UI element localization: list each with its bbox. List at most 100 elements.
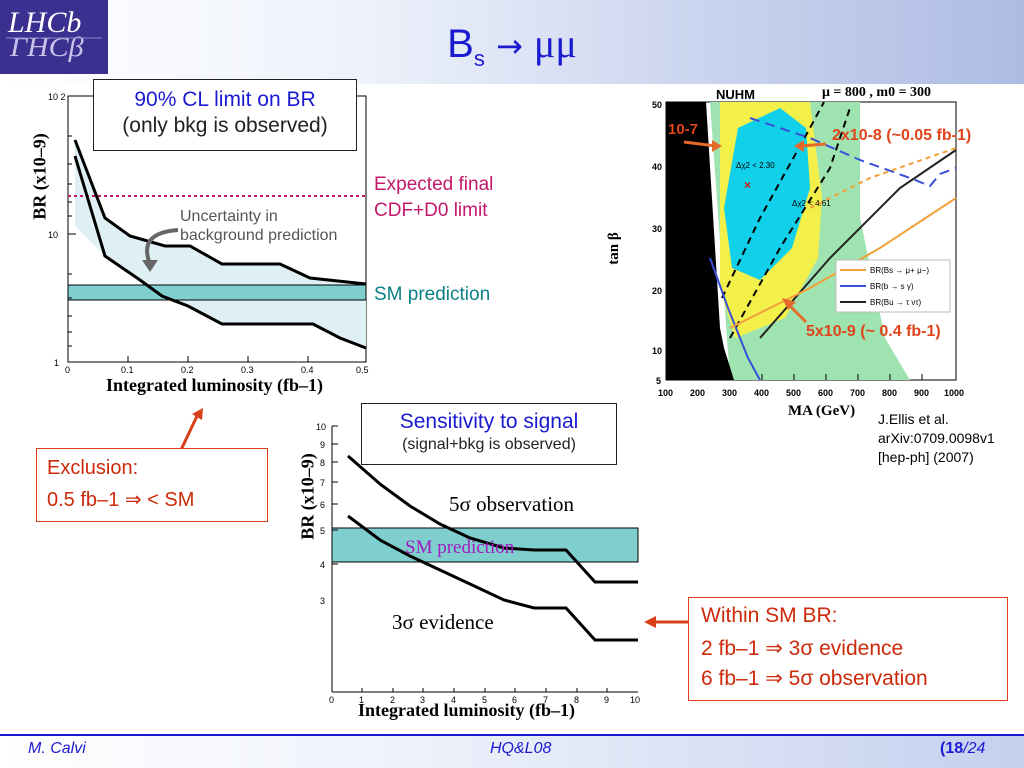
sm-label-2: SM prediction — [405, 537, 515, 558]
nuhm-xtick-300: 300 — [722, 388, 737, 398]
footer-divider — [0, 734, 1024, 736]
p2-callout: Sensitivity to signal (signal+bkg is obs… — [361, 403, 617, 465]
nuhm-xtick-400: 400 — [754, 388, 769, 398]
nuhm-xtick-1000: 1000 — [944, 388, 964, 398]
title-main: B — [447, 22, 474, 66]
p2-xtick-10: 10 — [630, 695, 640, 705]
p1-xtick-4: 0.4 — [301, 365, 314, 375]
within-line3: 6 fb–1 ⇒ 5σ observation — [701, 667, 928, 690]
p2-ytick-7: 7 — [320, 478, 325, 488]
p2-ylabel: BR (x10–9) — [297, 453, 318, 540]
title-arrow: → — [495, 27, 523, 65]
within-sm-box: Within SM BR: 2 fb–1 ⇒ 3σ evidence 6 fb–… — [688, 597, 1008, 701]
nuhm-xtick-100: 100 — [658, 388, 673, 398]
p1-xtick-5: 0.5 — [356, 365, 369, 375]
p2-ytick-4: 4 — [320, 560, 325, 570]
p2-xtick-5: 5 — [482, 695, 487, 705]
evid-3sigma-curve — [347, 514, 638, 642]
svg-text:×: × — [744, 178, 751, 192]
legend-btau: BR(Bu → τ ντ) — [870, 298, 922, 307]
p1-callout: 90% CL limit on BR (only bkg is observed… — [93, 79, 357, 151]
p2-callout-sub: (signal+bkg is observed) — [402, 436, 576, 453]
footer-page-number: (18/24 — [940, 740, 986, 757]
footer-conference: HQ&L08 — [490, 740, 552, 757]
p2-ytick-5: 5 — [320, 526, 325, 536]
nuhm-xtick-700: 700 — [850, 388, 865, 398]
p1-xtick-3: 0.3 — [241, 365, 254, 375]
sensitivity-plot: 10 9 8 7 6 5 4 3 0 1 2 3 4 5 6 7 8 9 10 — [280, 404, 660, 724]
nuhm-title: NUHM — [716, 87, 755, 102]
p2-xtick-7: 7 — [543, 695, 548, 705]
exclusion-box: Exclusion: 0.5 fb–1 ⇒ < SM — [36, 448, 268, 522]
p1-callout-sub: (only bkg is observed) — [122, 114, 328, 137]
nuhm-label-1e7: 10-7 — [668, 121, 699, 138]
logo-text-top: LHCb — [7, 6, 81, 39]
nuhm-label-2e8: 2x10-8 (~0.05 fb-1) — [832, 127, 972, 144]
nuhm-xtick-800: 800 — [882, 388, 897, 398]
p2-xlabel: Integrated luminosity (fb–1) — [358, 700, 575, 720]
nuhm-ylabel: tan β — [605, 232, 622, 265]
p2-xtick-8: 8 — [574, 695, 579, 705]
p2-ytick-3: 3 — [320, 596, 325, 606]
nuhm-xtick-500: 500 — [786, 388, 801, 398]
expected-label-2: CDF+D0 limit — [374, 200, 488, 221]
within-line2: 2 fb–1 ⇒ 3σ evidence — [701, 637, 904, 660]
nuhm-ytick-30: 30 — [652, 224, 662, 234]
p1-ytick-100: 10 2 — [48, 92, 66, 102]
p1-ytick-10: 10 — [48, 230, 58, 240]
lhcb-logo: LHCb ΓHCβ — [0, 0, 108, 74]
p2-xtick-9: 9 — [604, 695, 609, 705]
expected-label-1: Expected final — [374, 174, 494, 195]
nuhm-chi1: Δχ2 < 2.30 — [736, 161, 775, 170]
p1-ylabel: BR (x10–9) — [29, 133, 50, 220]
p2-ytick-10: 10 — [316, 422, 326, 432]
exclusion-line1: Exclusion: — [47, 457, 139, 479]
p1-callout-title: 90% CL limit on BR — [134, 88, 316, 111]
nuhm-xtick-900: 900 — [914, 388, 929, 398]
header-band — [0, 0, 1024, 84]
nuhm-params: μ = 800 , m0 = 300 — [822, 85, 932, 100]
within-line1: Within SM BR: — [701, 604, 838, 627]
nuhm-chi2: Δχ2 < 4.61 — [792, 199, 831, 208]
p2-xtick-1: 1 — [359, 695, 364, 705]
reference-line3: [hep-ph] (2007) — [878, 449, 974, 465]
sm-band-2 — [331, 527, 639, 563]
slide-title: Bs → μμ — [0, 22, 1024, 81]
p2-xtick-2: 2 — [390, 695, 395, 705]
nuhm-xlabel: MA (GeV) — [788, 403, 856, 419]
p2-xtick-4: 4 — [451, 695, 456, 705]
evid-3sigma-label: 3σ evidence — [392, 610, 494, 634]
p2-xtick-0: 0 — [329, 695, 334, 705]
uncertainty-label-1: Uncertainty in — [180, 208, 278, 225]
nuhm-ytick-50: 50 — [652, 100, 662, 110]
nuhm-xtick-600: 600 — [818, 388, 833, 398]
footer-band — [0, 736, 1024, 768]
nuhm-plot: × 50 40 30 20 10 5 100 200 300 400 500 6… — [610, 88, 1024, 428]
p2-ytick-8: 8 — [320, 458, 325, 468]
p1-ytick-1: 1 — [54, 358, 59, 368]
p1-xtick-1: 0.1 — [121, 365, 134, 375]
reference-line1: J.Ellis et al. — [878, 411, 949, 427]
uncertainty-label-2: background prediction — [180, 227, 338, 244]
obs-5sigma-label: 5σ observation — [449, 492, 575, 516]
nuhm-ytick-20: 20 — [652, 286, 662, 296]
p2-ytick-6: 6 — [320, 500, 325, 510]
upper-limit-curve — [73, 139, 367, 286]
nuhm-ytick-5: 5 — [656, 376, 661, 386]
reference-line2: arXiv:0709.0098v1 — [878, 430, 995, 446]
p1-xtick-0: 0 — [65, 365, 70, 375]
nuhm-xtick-200: 200 — [690, 388, 705, 398]
footer-page-current: 18 — [945, 740, 964, 757]
footer-page-total: 24 — [967, 740, 986, 757]
exclusion-arrow — [170, 404, 210, 456]
p2-ytick-9: 9 — [320, 440, 325, 450]
obs-5sigma-curve — [347, 454, 638, 584]
sm-label-1: SM prediction — [374, 284, 491, 305]
title-sub: s — [473, 46, 485, 71]
sm-band-1 — [67, 284, 367, 301]
p1-xtick-2: 0.2 — [181, 365, 194, 375]
within-arrow — [642, 612, 692, 632]
nuhm-ytick-10: 10 — [652, 346, 662, 356]
p2-xtick-3: 3 — [420, 695, 425, 705]
p2-xtick-6: 6 — [512, 695, 517, 705]
